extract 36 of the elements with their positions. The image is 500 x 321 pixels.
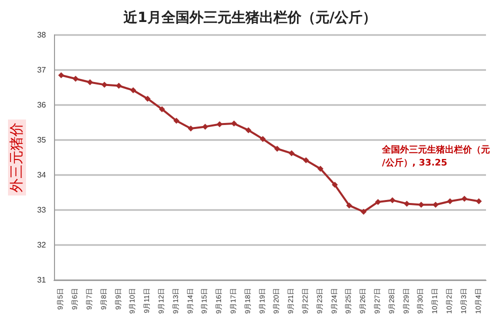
point: [332, 182, 338, 188]
point: [144, 96, 151, 102]
point: [447, 198, 453, 204]
y-tick-label: 34: [37, 170, 47, 180]
point: [130, 87, 136, 94]
point: [360, 208, 367, 215]
y-tick-label: 36: [37, 100, 47, 110]
point: [87, 79, 93, 86]
point: [173, 118, 180, 124]
y-tick-label: 38: [37, 30, 47, 40]
point: [389, 197, 396, 204]
point: [375, 198, 381, 205]
point: [58, 72, 64, 78]
point: [72, 76, 79, 82]
point: [274, 146, 280, 152]
y-tick-label: 33: [37, 206, 47, 214]
annotation: 全国外三元生猪出栏价（元/公斤）, 33.25: [381, 144, 490, 168]
point: [346, 202, 352, 208]
point: [476, 198, 482, 204]
point: [303, 157, 309, 164]
point: [159, 106, 165, 112]
point: [260, 136, 266, 142]
point: [101, 82, 108, 88]
point: [461, 196, 468, 202]
point: [317, 166, 324, 172]
point: [288, 150, 295, 156]
point: [231, 120, 237, 127]
y-axis-title: 外三元猪价: [9, 122, 25, 192]
y-tick-label: 31: [37, 276, 47, 284]
point: [188, 125, 194, 132]
y-tick-label: 32: [37, 240, 47, 250]
chart-title: 近1月全国外三元生猪出栏价（元/公斤）: [122, 9, 376, 26]
point: [202, 124, 208, 130]
y-tick-label: 35: [37, 136, 47, 144]
point: [245, 127, 252, 134]
y-tick-label: 37: [37, 66, 47, 74]
